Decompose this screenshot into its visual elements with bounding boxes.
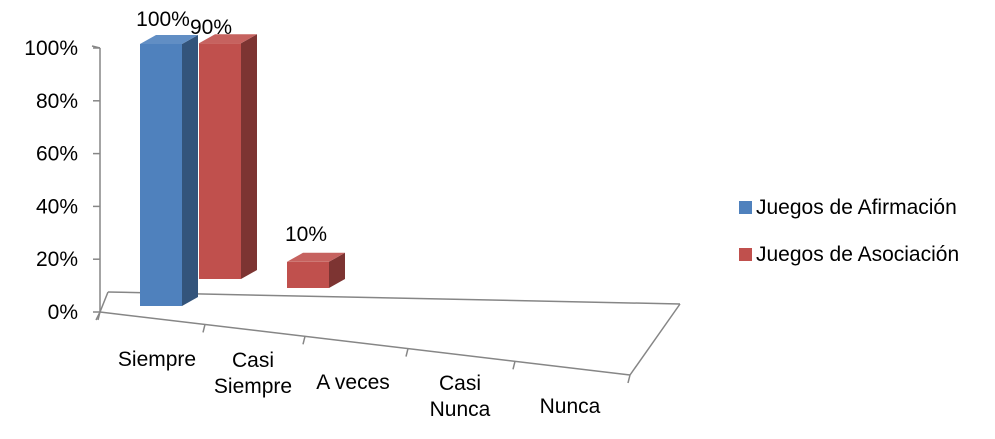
category-label: Nunca — [540, 395, 601, 418]
legend-item: Juegos de Afirmación — [739, 196, 957, 219]
y-tick-label: 0% — [48, 301, 78, 324]
chart-bars — [140, 34, 345, 306]
legend-swatch — [739, 248, 752, 261]
y-tick-label: 100% — [24, 37, 78, 60]
category-label: Casi Siempre — [214, 349, 292, 398]
x-tick-mark — [512, 361, 516, 370]
data-labels: 100% 90% 10% — [136, 8, 327, 246]
bar-afirmacion-0 — [140, 35, 198, 306]
floor-front-edge — [99, 311, 631, 376]
legend: Juegos de Afirmación Juegos de Asociación — [739, 196, 959, 266]
bar-asociacion-2 — [287, 252, 345, 288]
x-tick-mark — [97, 311, 101, 321]
bar-side-face — [182, 35, 198, 306]
x-tick-mark — [627, 374, 631, 384]
x-axis-categories: Siempre Casi Siempre A veces Casi Nunca Nunca — [118, 348, 601, 421]
category-label: A veces — [316, 371, 390, 394]
x-tick-mark — [302, 336, 306, 345]
bar-side-face — [329, 252, 345, 288]
legend-label: Juegos de Afirmación — [756, 196, 957, 219]
x-tick-mark — [405, 348, 409, 357]
chart-walls — [91, 45, 681, 384]
data-label: 90% — [190, 16, 232, 39]
category-label: Casi Nunca — [430, 372, 491, 421]
bar-top-face — [199, 34, 257, 44]
bar-front-face — [140, 44, 182, 306]
floor-back-edge — [107, 291, 681, 305]
data-label: 10% — [285, 223, 327, 246]
y-tick-label: 20% — [36, 248, 78, 271]
floor-right-edge — [629, 303, 681, 376]
bar-side-face — [241, 34, 257, 280]
floor-left-edge — [99, 291, 109, 313]
bar-top-face — [140, 35, 198, 44]
x-tick-mark — [202, 324, 206, 333]
bar-asociacion-0 — [199, 34, 257, 280]
legend-label: Juegos de Asociación — [756, 243, 959, 266]
category-label: Siempre — [118, 348, 196, 371]
bar-top-face — [287, 252, 345, 262]
y-tick-label: 40% — [36, 195, 78, 218]
y-tick-label: 80% — [36, 90, 78, 113]
y-tick-label: 60% — [36, 143, 78, 166]
data-label: 100% — [136, 8, 190, 31]
legend-item: Juegos de Asociación — [739, 243, 959, 266]
bar-front-face — [199, 43, 241, 280]
bar-front-face — [287, 261, 329, 288]
legend-swatch — [739, 201, 752, 214]
y-axis-ticks: 0% 20% 40% 60% 80% 100% — [24, 37, 100, 324]
